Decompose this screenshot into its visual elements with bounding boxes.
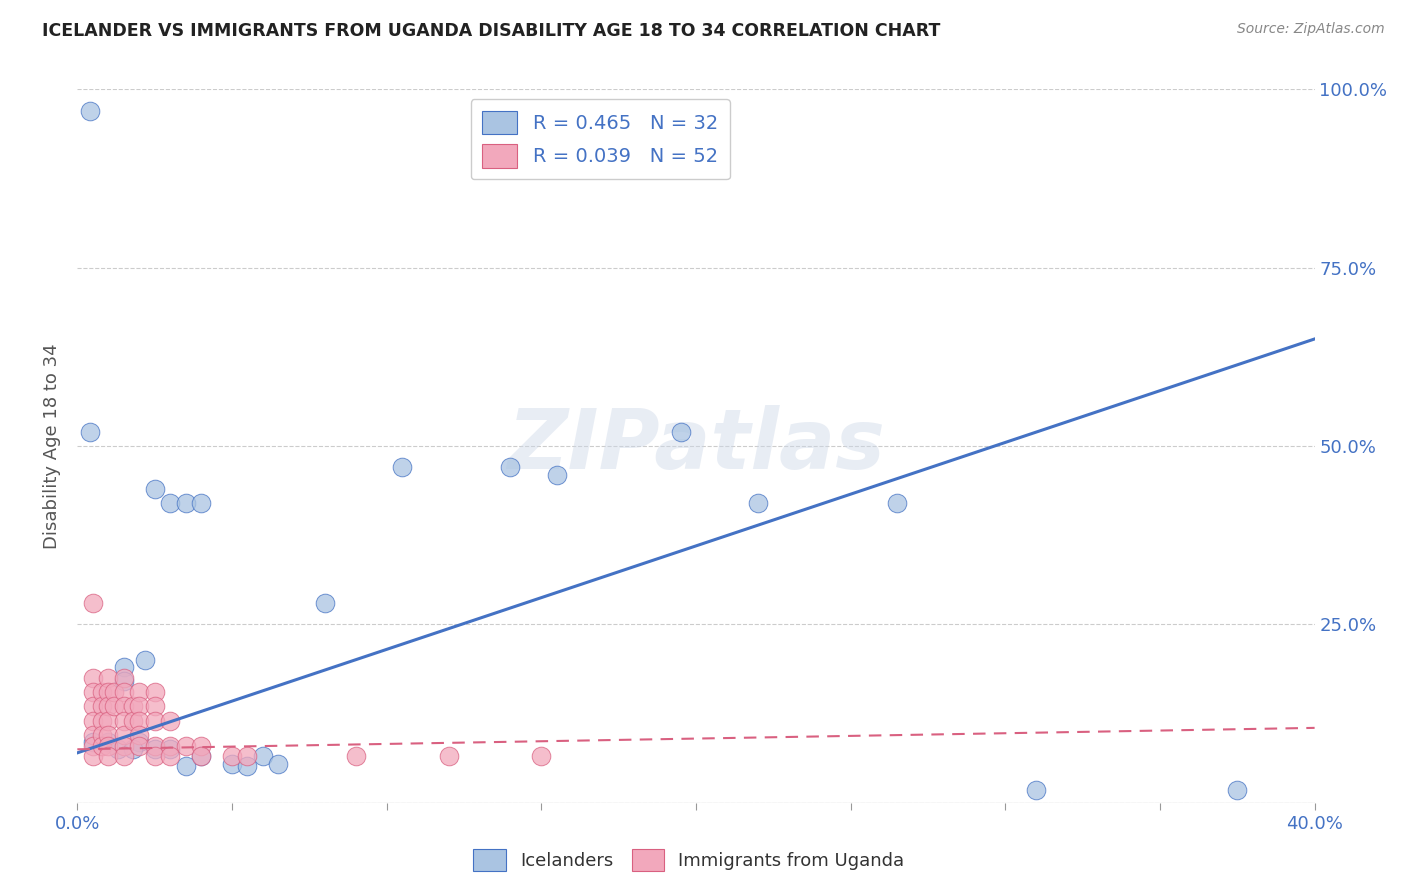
Point bbox=[886, 496, 908, 510]
Point bbox=[97, 714, 120, 728]
Point bbox=[128, 739, 150, 753]
Point bbox=[174, 496, 197, 510]
Point bbox=[669, 425, 692, 439]
Point bbox=[159, 496, 181, 510]
Point bbox=[530, 749, 553, 764]
Point bbox=[122, 699, 145, 714]
Point bbox=[112, 739, 135, 753]
Text: ICELANDER VS IMMIGRANTS FROM UGANDA DISABILITY AGE 18 TO 34 CORRELATION CHART: ICELANDER VS IMMIGRANTS FROM UGANDA DISA… bbox=[42, 22, 941, 40]
Point bbox=[82, 749, 104, 764]
Point bbox=[112, 685, 135, 699]
Point bbox=[437, 749, 460, 764]
Point bbox=[143, 685, 166, 699]
Point bbox=[128, 735, 150, 749]
Point bbox=[82, 699, 104, 714]
Point bbox=[112, 728, 135, 742]
Point bbox=[174, 758, 197, 772]
Point bbox=[112, 674, 135, 689]
Y-axis label: Disability Age 18 to 34: Disability Age 18 to 34 bbox=[44, 343, 62, 549]
Point bbox=[128, 728, 150, 742]
Point bbox=[82, 714, 104, 728]
Point bbox=[91, 728, 114, 742]
Point bbox=[190, 749, 212, 764]
Point bbox=[344, 749, 367, 764]
Point bbox=[128, 699, 150, 714]
Point bbox=[159, 714, 181, 728]
Point bbox=[143, 739, 166, 753]
Point bbox=[1025, 783, 1047, 797]
Point bbox=[82, 596, 104, 610]
Point bbox=[499, 460, 522, 475]
Legend: R = 0.465   N = 32, R = 0.039   N = 52: R = 0.465 N = 32, R = 0.039 N = 52 bbox=[471, 99, 730, 179]
Point bbox=[97, 699, 120, 714]
Point bbox=[128, 685, 150, 699]
Point bbox=[128, 714, 150, 728]
Point bbox=[252, 749, 274, 764]
Point bbox=[79, 425, 101, 439]
Point bbox=[122, 714, 145, 728]
Point bbox=[82, 671, 104, 685]
Legend: Icelanders, Immigrants from Uganda: Icelanders, Immigrants from Uganda bbox=[465, 842, 912, 879]
Point bbox=[103, 699, 125, 714]
Point bbox=[391, 460, 413, 475]
Point bbox=[190, 739, 212, 753]
Point bbox=[122, 742, 145, 756]
Point bbox=[97, 735, 120, 749]
Point bbox=[159, 742, 181, 756]
Point bbox=[82, 739, 104, 753]
Point bbox=[190, 749, 212, 764]
Point bbox=[314, 596, 336, 610]
Point bbox=[79, 103, 101, 118]
Point bbox=[499, 103, 522, 118]
Point bbox=[97, 728, 120, 742]
Point bbox=[143, 749, 166, 764]
Point bbox=[97, 749, 120, 764]
Point bbox=[174, 739, 197, 753]
Point bbox=[143, 714, 166, 728]
Text: Source: ZipAtlas.com: Source: ZipAtlas.com bbox=[1237, 22, 1385, 37]
Point bbox=[82, 728, 104, 742]
Point bbox=[91, 739, 114, 753]
Point bbox=[97, 685, 120, 699]
Point bbox=[112, 660, 135, 674]
Point bbox=[236, 758, 259, 772]
Point bbox=[143, 699, 166, 714]
Point bbox=[1226, 783, 1249, 797]
Point bbox=[134, 653, 156, 667]
Point bbox=[546, 467, 568, 482]
Point bbox=[747, 496, 769, 510]
Point bbox=[112, 671, 135, 685]
Point bbox=[143, 482, 166, 496]
Point bbox=[91, 699, 114, 714]
Text: ZIPatlas: ZIPatlas bbox=[508, 406, 884, 486]
Point bbox=[112, 749, 135, 764]
Point bbox=[107, 742, 129, 756]
Point bbox=[97, 671, 120, 685]
Point bbox=[221, 756, 243, 771]
Point bbox=[112, 699, 135, 714]
Point bbox=[112, 714, 135, 728]
Point bbox=[82, 735, 104, 749]
Point bbox=[190, 496, 212, 510]
Point bbox=[159, 739, 181, 753]
Point bbox=[97, 739, 120, 753]
Point bbox=[91, 685, 114, 699]
Point bbox=[236, 749, 259, 764]
Point bbox=[91, 714, 114, 728]
Point bbox=[159, 749, 181, 764]
Point bbox=[82, 685, 104, 699]
Point bbox=[103, 685, 125, 699]
Point bbox=[221, 749, 243, 764]
Point bbox=[143, 742, 166, 756]
Point bbox=[267, 756, 290, 771]
